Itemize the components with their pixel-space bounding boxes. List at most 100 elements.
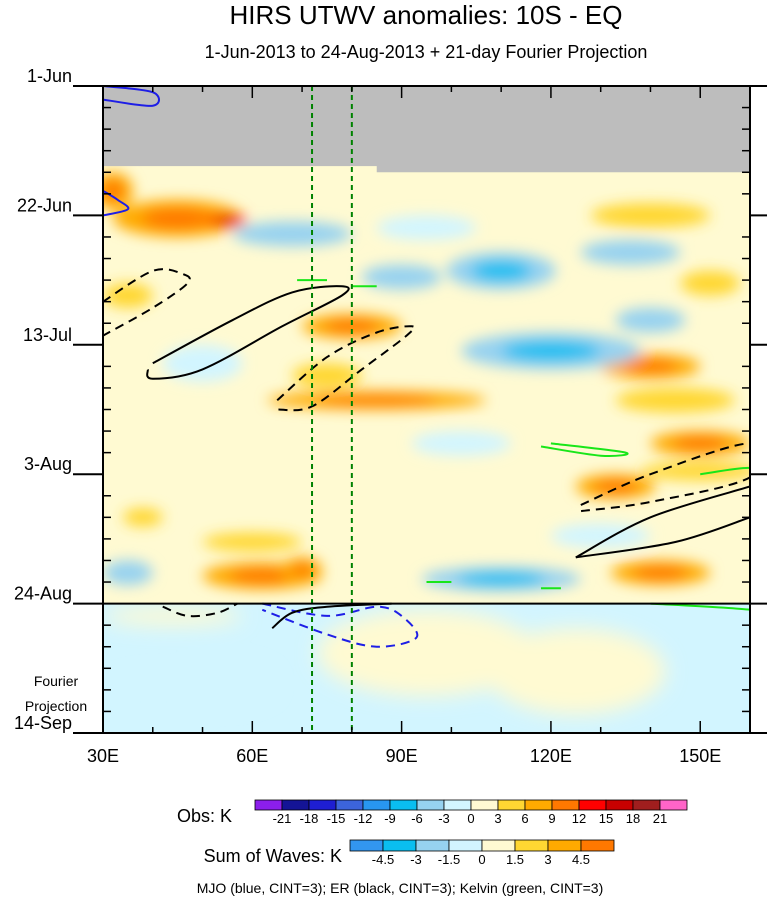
y-tick-label: 13-Jul xyxy=(23,325,72,345)
colorbar-level-label: 3 xyxy=(544,852,551,867)
anomaly-blob xyxy=(615,307,686,333)
kelvin-contour xyxy=(540,442,629,457)
er-contour xyxy=(103,268,191,337)
anomaly-blob xyxy=(680,270,741,296)
colorbar-level-label: 15 xyxy=(599,811,613,826)
anomaly-core xyxy=(324,319,380,334)
colorbar-level-label: -18 xyxy=(300,811,319,826)
colorbar-level-label: -12 xyxy=(354,811,373,826)
footnote: MJO (blue, CINT=3); ER (black, CINT=3); … xyxy=(197,880,604,896)
anomaly-blob xyxy=(317,609,536,697)
colorbar-swatch xyxy=(416,799,445,811)
x-tick-label: 90E xyxy=(386,746,418,766)
colorbar-level-label: 1.5 xyxy=(506,852,524,867)
anomaly-blob xyxy=(615,387,736,413)
er-contour xyxy=(146,285,350,380)
observed-anomaly-field xyxy=(103,172,750,592)
waves-colorbar: -4.5 -3 -1.5 0 1.5 3 4.5 xyxy=(349,839,615,867)
colorbar-swatch xyxy=(547,839,582,852)
colorbar-level-label: -6 xyxy=(411,811,423,826)
colorbar-level-label: 21 xyxy=(653,811,667,826)
anomaly-blob xyxy=(550,523,651,549)
colorbar-swatch xyxy=(632,799,661,811)
y-axis: 1-Jun 22-Jun 13-Jul 3-Aug 24-Aug 14-Sep xyxy=(14,66,767,734)
anomaly-blob xyxy=(103,283,153,308)
projection-label-line2: Projection xyxy=(25,698,87,714)
x-tick-label: 30E xyxy=(87,746,119,766)
y-tick-label: 22-Jun xyxy=(17,195,72,215)
wave-contours xyxy=(103,86,750,648)
plot-area xyxy=(103,86,750,733)
er-contour xyxy=(271,602,392,629)
colorbar-level-label: -3 xyxy=(410,852,422,867)
anomaly-blob xyxy=(376,215,477,241)
colorbar-swatch xyxy=(308,799,337,811)
colorbar-swatch xyxy=(382,839,417,852)
er-contour xyxy=(276,325,416,412)
mjo-contour xyxy=(103,86,161,107)
x-tick-label: 60E xyxy=(236,746,268,766)
colorbar-swatch xyxy=(580,839,615,852)
x-tick-label: 120E xyxy=(530,746,572,766)
x-tick-label: 150E xyxy=(679,746,721,766)
anomaly-blob xyxy=(292,363,362,388)
er-contour xyxy=(575,485,750,559)
colorbar-swatch xyxy=(349,839,384,852)
colorbar-swatch xyxy=(443,799,472,811)
x-axis: 30E 60E 90E 120E 150E xyxy=(87,86,721,766)
colorbar-swatch xyxy=(254,799,283,811)
colorbar-swatch xyxy=(481,839,516,852)
colorbar-level-label: 12 xyxy=(572,811,586,826)
colorbar-swatch xyxy=(524,799,553,811)
colorbar-level-label: -4.5 xyxy=(372,852,394,867)
anomaly-core xyxy=(633,566,688,580)
er-contour xyxy=(580,442,750,513)
mjo-contour xyxy=(261,602,419,648)
anomaly-blob xyxy=(103,560,153,586)
chart-title: HIRS UTWV anomalies: 10S - EQ xyxy=(230,0,623,30)
anomaly-blob xyxy=(103,677,203,727)
projection-label-line1: Fourier xyxy=(34,673,79,689)
colorbar-swatch xyxy=(335,799,364,811)
anomaly-core xyxy=(471,260,532,282)
anomaly-blob xyxy=(202,532,303,552)
colorbar-swatch xyxy=(659,799,688,811)
y-tick-label: 1-Jun xyxy=(27,66,72,86)
anomaly-blob xyxy=(103,606,243,626)
colorbar-swatch xyxy=(578,799,607,811)
anomaly-blob xyxy=(590,203,711,228)
colorbar-level-label: 6 xyxy=(521,811,528,826)
anomaly-core xyxy=(103,180,124,201)
anomaly-core xyxy=(291,562,314,577)
colorbar-level-label: 0 xyxy=(467,811,474,826)
anomaly-core xyxy=(623,359,678,374)
colorbar-level-label: 4.5 xyxy=(572,852,590,867)
colorbar-level-label: -3 xyxy=(438,811,450,826)
colorbar-level-label: 0 xyxy=(478,852,485,867)
obs-colorbar: -21 -18 -15 -12 -9 -6 -3 0 3 6 9 12 15 18 21 xyxy=(254,799,688,826)
anomaly-blob xyxy=(580,240,681,265)
anomaly-blob xyxy=(232,221,352,247)
projected-anomaly-field xyxy=(103,606,666,727)
kelvin-contour xyxy=(700,466,750,481)
colorbar-swatch xyxy=(605,799,634,811)
colorbar-level-label: -1.5 xyxy=(438,852,460,867)
y-tick-label: 3-Aug xyxy=(24,454,72,474)
anomaly-blob xyxy=(486,628,666,715)
missing-data-region-partial xyxy=(376,86,750,173)
anomaly-core xyxy=(457,572,545,586)
er-contour xyxy=(575,516,750,559)
colorbar-level-label: -9 xyxy=(384,811,396,826)
anomaly-core xyxy=(316,395,437,406)
anomaly-blob xyxy=(122,508,163,527)
y-tick-label: 14-Sep xyxy=(14,713,72,733)
colorbar-swatch xyxy=(415,839,450,852)
colorbar-swatch xyxy=(448,839,483,852)
anomaly-blob xyxy=(640,461,750,481)
anomaly-core xyxy=(593,479,638,494)
anomaly-blob xyxy=(162,344,243,382)
mjo-contour xyxy=(103,189,130,217)
chart-subtitle: 1-Jun-2013 to 24-Aug-2013 + 21-day Fouri… xyxy=(205,42,648,62)
colorbar-swatch xyxy=(389,799,418,811)
